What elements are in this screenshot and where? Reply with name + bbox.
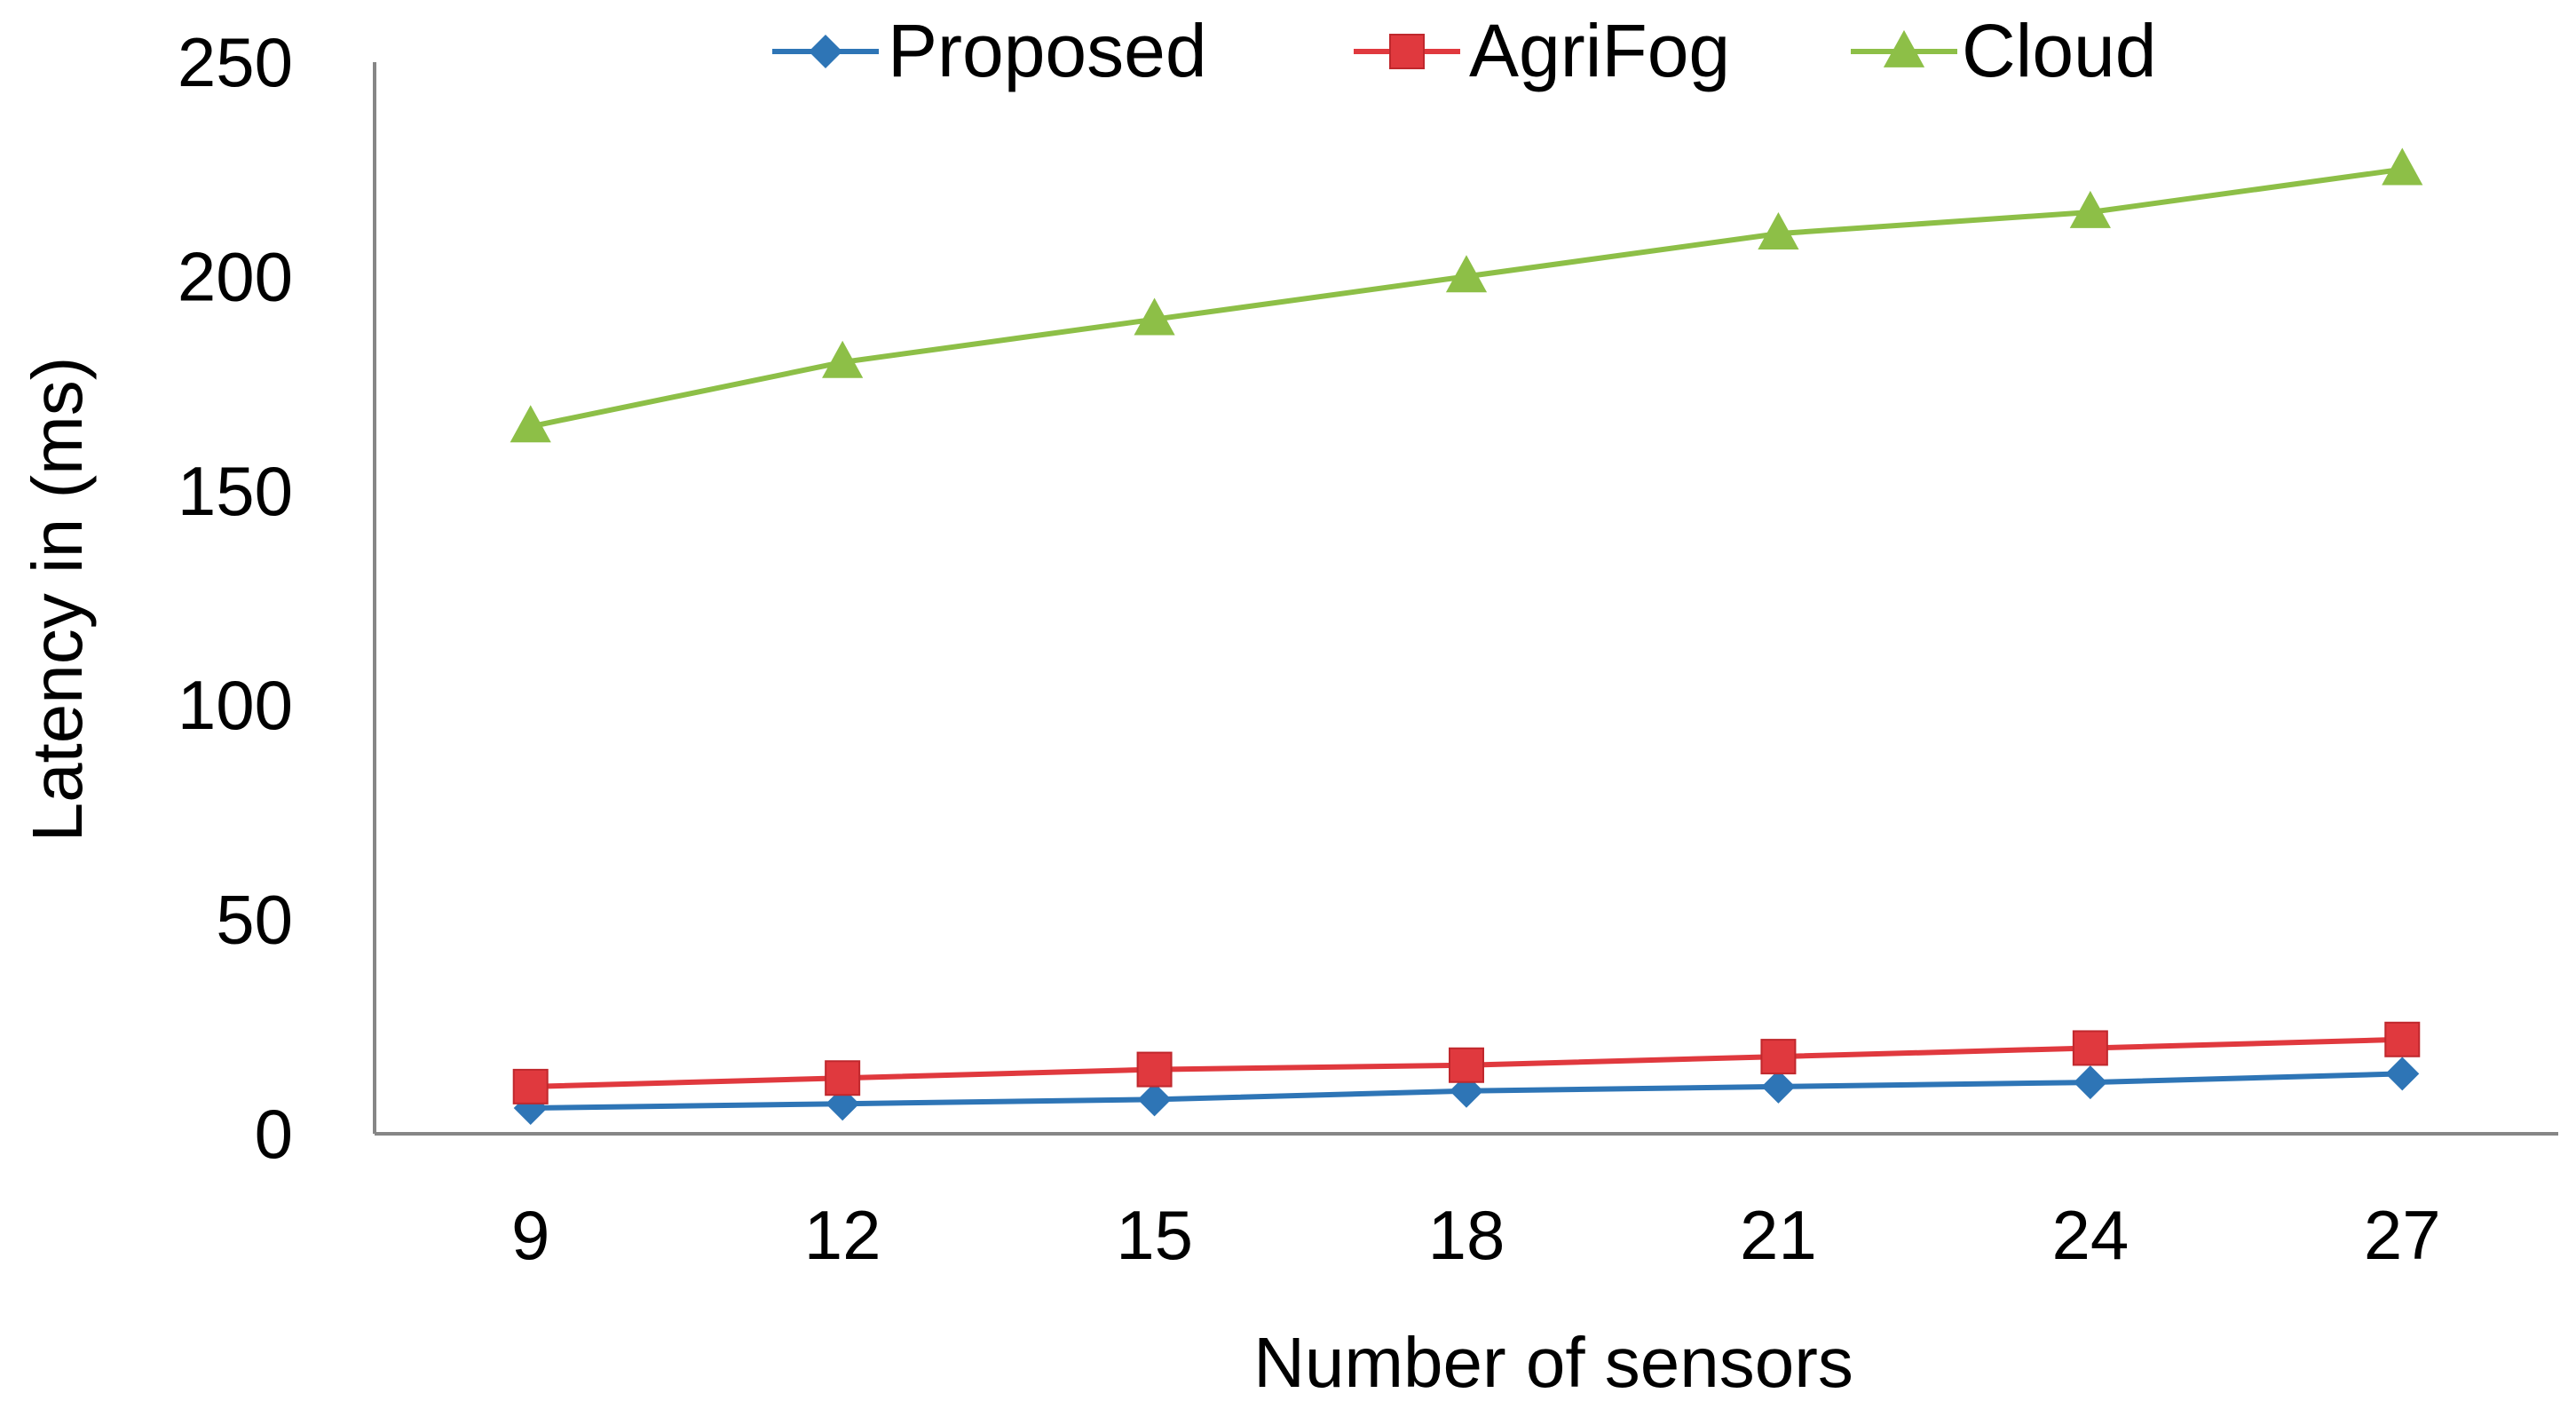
series-cloud — [510, 147, 2423, 443]
legend-marker — [1883, 29, 1925, 67]
legend-item-proposed: Proposed — [772, 9, 1207, 92]
data-point-agrifog — [825, 1060, 861, 1096]
data-point-cloud — [1445, 255, 1488, 293]
data-point-agrifog — [1760, 1039, 1797, 1075]
data-point-cloud — [1134, 297, 1175, 336]
legend: Proposed AgriFog Cloud — [772, 9, 2156, 92]
data-point-agrifog — [512, 1068, 549, 1104]
data-point-agrifog — [1136, 1051, 1173, 1088]
data-point-agrifog — [2072, 1030, 2108, 1066]
data-point-cloud — [1758, 211, 1799, 249]
data-point-agrifog — [2384, 1021, 2421, 1057]
y-tick-label: 50 — [216, 881, 293, 959]
x-tick-label: 18 — [1428, 1196, 1505, 1274]
y-tick-label: 250 — [178, 23, 293, 101]
legend-marker — [809, 35, 842, 68]
x-tick-label: 21 — [1740, 1196, 1817, 1274]
data-point-cloud — [510, 405, 551, 443]
legend-label: Proposed — [888, 9, 1207, 92]
y-axis-title: Latency in (ms) — [18, 357, 97, 843]
legend-item-agrifog: AgriFog — [1354, 9, 1730, 92]
legend-item-cloud: Cloud — [1851, 9, 2156, 92]
y-tick-label: 200 — [178, 237, 293, 315]
data-point-cloud — [2382, 147, 2423, 186]
x-tick-label: 12 — [804, 1196, 881, 1274]
y-tick-label: 150 — [178, 452, 293, 530]
data-point-proposed — [2385, 1057, 2420, 1091]
series-line — [530, 166, 2403, 430]
x-tick-label: 24 — [2051, 1196, 2129, 1274]
data-point-proposed — [1137, 1082, 1172, 1117]
data-point-cloud — [2069, 190, 2111, 228]
legend-label: AgriFog — [1469, 9, 1730, 92]
data-point-proposed — [2073, 1065, 2107, 1100]
legend-marker — [1389, 34, 1425, 69]
legend-label: Cloud — [1962, 9, 2156, 92]
y-tick-label: 100 — [178, 666, 293, 744]
x-axis-title: Number of sensors — [1253, 1323, 1853, 1402]
data-point-agrifog — [1449, 1047, 1484, 1083]
x-tick-labels: 9 12 15 18 21 24 27 — [511, 1196, 2441, 1274]
data-point-cloud — [822, 340, 864, 378]
axes — [373, 62, 2558, 1136]
series-layer — [510, 147, 2423, 1126]
x-tick-label: 9 — [511, 1196, 549, 1274]
x-tick-label: 27 — [2364, 1196, 2441, 1274]
x-tick-label: 15 — [1116, 1196, 1193, 1274]
series-agrifog — [512, 1021, 2421, 1104]
data-point-proposed — [1761, 1069, 1796, 1104]
y-tick-label: 0 — [255, 1095, 293, 1173]
y-tick-labels: 0 50 100 150 200 250 — [178, 23, 293, 1173]
